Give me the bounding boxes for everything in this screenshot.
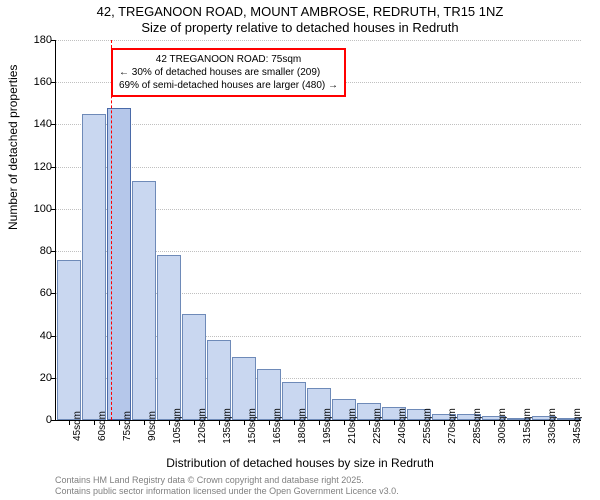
x-tick-mark (244, 420, 245, 425)
histogram-bar (82, 114, 106, 420)
x-tick-mark (144, 420, 145, 425)
x-tick-mark (569, 420, 570, 425)
x-tick-mark (444, 420, 445, 425)
annotation-line-2: ← 30% of detached houses are smaller (20… (119, 66, 338, 79)
x-tick-label: 345sqm (572, 408, 583, 444)
y-tick-mark (51, 420, 56, 421)
histogram-bar (57, 260, 81, 420)
x-tick-mark (69, 420, 70, 425)
footer-line-2: Contains public sector information licen… (55, 486, 399, 497)
histogram-bar (182, 314, 206, 420)
plot-area: 02040608010012014016018045sqm60sqm75sqm9… (55, 40, 581, 421)
x-tick-mark (194, 420, 195, 425)
x-tick-mark (394, 420, 395, 425)
annotation-line-1: 42 TREGANOON ROAD: 75sqm (119, 53, 338, 66)
chart-title-sub: Size of property relative to detached ho… (0, 20, 600, 35)
x-tick-mark (494, 420, 495, 425)
y-gridline (56, 124, 581, 126)
x-tick-mark (269, 420, 270, 425)
histogram-bar (157, 255, 181, 420)
y-gridline (56, 167, 581, 169)
footer-text: Contains HM Land Registry data © Crown c… (55, 475, 399, 497)
x-tick-mark (119, 420, 120, 425)
x-tick-label: 330sqm (547, 408, 558, 444)
footer-line-1: Contains HM Land Registry data © Crown c… (55, 475, 399, 486)
x-tick-mark (219, 420, 220, 425)
y-axis-label: Number of detached properties (6, 65, 20, 230)
x-tick-mark (469, 420, 470, 425)
x-tick-label: 300sqm (497, 408, 508, 444)
x-tick-mark (319, 420, 320, 425)
x-tick-mark (544, 420, 545, 425)
chart-container: 42, TREGANOON ROAD, MOUNT AMBROSE, REDRU… (0, 0, 600, 500)
annotation-line-3: 69% of semi-detached houses are larger (… (119, 79, 338, 92)
annotation-box: 42 TREGANOON ROAD: 75sqm← 30% of detache… (111, 48, 346, 97)
x-tick-mark (94, 420, 95, 425)
x-tick-mark (519, 420, 520, 425)
x-tick-mark (419, 420, 420, 425)
histogram-bar (132, 181, 156, 420)
y-gridline (56, 40, 581, 42)
x-axis-label: Distribution of detached houses by size … (0, 456, 600, 470)
x-tick-label: 285sqm (472, 408, 483, 444)
x-tick-mark (369, 420, 370, 425)
x-tick-mark (294, 420, 295, 425)
histogram-bar (107, 108, 131, 420)
x-tick-mark (344, 420, 345, 425)
chart-title-main: 42, TREGANOON ROAD, MOUNT AMBROSE, REDRU… (0, 4, 600, 19)
reference-vline (111, 40, 112, 420)
x-tick-label: 315sqm (522, 408, 533, 444)
x-tick-mark (169, 420, 170, 425)
